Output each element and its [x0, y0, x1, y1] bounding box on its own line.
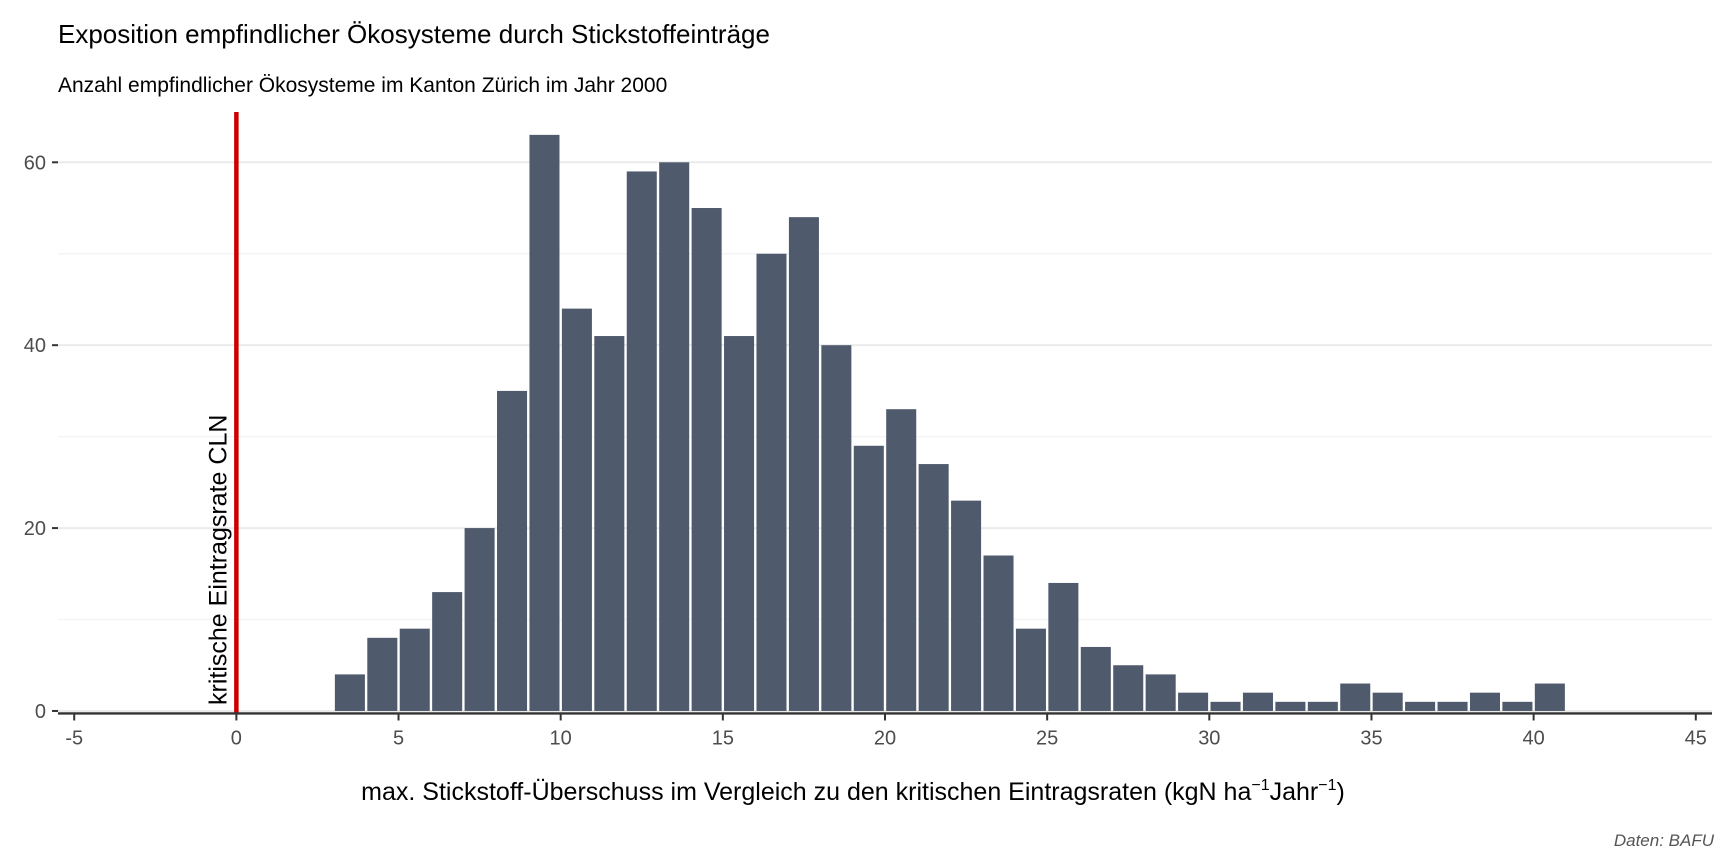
- histogram-bar: [756, 253, 787, 711]
- histogram-bar: [1275, 701, 1306, 711]
- x-tick-label: 45: [1685, 727, 1707, 749]
- histogram-bar: [399, 628, 430, 711]
- histogram-bar: [1469, 692, 1500, 711]
- x-tick-label: -5: [65, 727, 83, 749]
- y-tick-label: 40: [24, 335, 46, 357]
- histogram-bar: [1210, 701, 1241, 711]
- histogram-bar: [1307, 701, 1338, 711]
- histogram-bar: [1340, 683, 1371, 711]
- histogram-bar: [1178, 692, 1209, 711]
- grid-lines: [58, 161, 1712, 712]
- histogram-bar: [659, 162, 690, 711]
- histogram-bar: [821, 345, 852, 711]
- chart-subtitle: Anzahl empfindlicher Ökosysteme im Kanto…: [58, 74, 667, 97]
- x-axis-label-main: max. Stickstoff-Überschuss im Vergleich …: [361, 778, 1251, 806]
- axes: -5 0 5 10 15 20 25 30 35 40 45 0 20 40 60: [24, 152, 1712, 749]
- histogram-bar: [529, 134, 560, 711]
- histogram-bar: [1372, 692, 1403, 711]
- histogram-bar: [1113, 665, 1144, 711]
- x-tick-label: 0: [231, 727, 242, 749]
- x-tick-label: 5: [393, 727, 404, 749]
- histogram-bar: [1015, 628, 1046, 711]
- histogram-bar: [1080, 646, 1111, 711]
- histogram-bar: [691, 208, 722, 711]
- histogram-bar: [1405, 701, 1436, 711]
- x-axis-label-mid: Jahr: [1270, 778, 1319, 806]
- histogram-bar: [724, 336, 755, 711]
- histogram-bar: [367, 637, 398, 711]
- x-tick-label: 25: [1036, 727, 1058, 749]
- histogram-bar: [918, 464, 949, 711]
- x-tick-label: 20: [874, 727, 896, 749]
- histogram-bar: [951, 500, 982, 711]
- histogram-bar: [1145, 674, 1176, 711]
- histogram-bar: [626, 171, 657, 711]
- histogram-bar: [432, 592, 463, 711]
- x-tick-label: 10: [550, 727, 572, 749]
- x-tick-label: 35: [1360, 727, 1382, 749]
- histogram-bar: [1048, 582, 1079, 711]
- histogram-bar: [1502, 701, 1533, 711]
- y-tick-label: 60: [24, 152, 46, 174]
- x-axis-label-end: ): [1337, 778, 1345, 806]
- histogram-bar: [788, 217, 819, 711]
- y-tick-label: 20: [24, 518, 46, 540]
- histogram-bar: [886, 409, 917, 711]
- bars: [334, 134, 1565, 711]
- histogram-bar: [1534, 683, 1565, 711]
- reference-line-label: kritische Eintragsrate CLN: [204, 415, 232, 705]
- histogram-bar: [983, 555, 1014, 711]
- chart-title: Exposition empfindlicher Ökosysteme durc…: [58, 19, 770, 49]
- histogram-bar: [334, 674, 365, 711]
- x-axis-label-sup1: −1: [1251, 777, 1269, 794]
- chart-text: Exposition empfindlicher Ökosysteme durc…: [58, 19, 1715, 850]
- histogram-bar: [1242, 692, 1273, 711]
- histogram-bar: [561, 308, 592, 711]
- histogram-bar: [464, 528, 495, 711]
- y-tick-label: 0: [35, 701, 46, 723]
- x-tick-label: 40: [1523, 727, 1545, 749]
- x-tick-label: 30: [1198, 727, 1220, 749]
- x-axis-label: max. Stickstoff-Überschuss im Vergleich …: [361, 777, 1345, 806]
- x-tick-label: 15: [712, 727, 734, 749]
- chart-caption: Daten: BAFU: [1614, 831, 1715, 850]
- histogram-bar: [497, 390, 528, 711]
- x-axis-label-sup2: −1: [1318, 777, 1336, 794]
- histogram-bar: [1437, 701, 1468, 711]
- reference-line-group: kritische Eintragsrate CLN: [204, 112, 239, 713]
- histogram-bar: [853, 445, 884, 711]
- histogram-bar: [594, 336, 625, 711]
